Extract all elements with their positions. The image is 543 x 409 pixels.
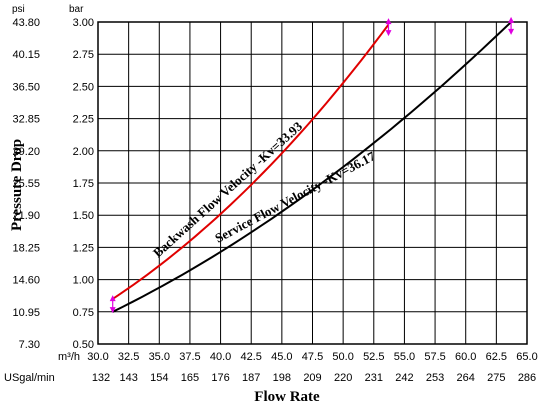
- y-tick-label-bar: 1.75: [73, 178, 94, 190]
- x-tick-label-secondary: 132: [92, 372, 110, 384]
- y-tick-label-psi: 10.95: [12, 307, 40, 319]
- x-tick-label-secondary: 143: [119, 372, 137, 384]
- x-tick-label-secondary: 264: [457, 372, 475, 384]
- x-tick-label-secondary: 231: [365, 372, 383, 384]
- y-tick-label-bar: 1.00: [73, 275, 94, 287]
- y-unit-right: bar: [69, 4, 84, 15]
- plot-frame: [97, 21, 528, 345]
- x-unit-secondary: USgal/min: [4, 372, 55, 384]
- curve-label-service: Service Flow Velocity -Kv=36.17: [212, 148, 378, 246]
- x-tick-label-primary: 50.0: [332, 351, 353, 363]
- x-tick-label-primary: 47.5: [302, 351, 323, 363]
- x-tick-label-primary: 32.5: [118, 351, 139, 363]
- tick-labels: 43.80 3.00 40.15 2.75 36.50 2.50 32.85 2.25 29.2…: [12, 17, 537, 384]
- curve-end-marker: [109, 295, 116, 314]
- y-tick-label-bar: 3.00: [73, 17, 94, 29]
- y-tick-label-bar: 2.50: [73, 81, 94, 93]
- grid: [97, 21, 528, 345]
- x-tick-label-primary: 45.0: [271, 351, 292, 363]
- y-tick-label-psi: 7.30: [19, 339, 40, 351]
- x-tick-label-secondary: 242: [395, 372, 413, 384]
- y-unit-left: psi: [12, 4, 25, 15]
- y-tick-label-bar: 0.50: [73, 339, 94, 351]
- x-tick-label-secondary: 220: [334, 372, 352, 384]
- y-tick-label-psi: 25.55: [12, 178, 40, 190]
- markers: [109, 16, 515, 314]
- x-tick-label-primary: 37.5: [179, 351, 200, 363]
- x-tick-label-primary: 65.0: [516, 351, 537, 363]
- x-tick-label-primary: 62.5: [486, 351, 507, 363]
- y-tick-label-bar: 1.50: [73, 210, 94, 222]
- y-tick-label-psi: 18.25: [12, 242, 40, 254]
- x-tick-label-secondary: 165: [181, 372, 199, 384]
- backwash-curve-line: [112, 24, 390, 300]
- y-tick-label-psi: 32.85: [12, 114, 40, 126]
- x-tick-label-secondary: 154: [150, 372, 168, 384]
- y-tick-label-bar: 1.25: [73, 242, 94, 254]
- curve-end-marker: [385, 18, 392, 37]
- y-tick-label-bar: 2.25: [73, 114, 94, 126]
- curve-end-marker: [508, 16, 515, 35]
- x-tick-label-primary: 60.0: [455, 351, 476, 363]
- y-tick-label-bar: 2.00: [73, 146, 94, 158]
- x-tick-label-secondary: 275: [487, 372, 505, 384]
- service-curve-line: [112, 21, 512, 313]
- x-tick-label-secondary: 209: [303, 372, 321, 384]
- x-tick-label-primary: 30.0: [87, 351, 108, 363]
- x-tick-label-secondary: 253: [426, 372, 444, 384]
- x-tick-label-primary: 57.5: [424, 351, 445, 363]
- x-tick-label-secondary: 286: [518, 372, 536, 384]
- x-tick-label-primary: 55.0: [394, 351, 415, 363]
- y-axis-title: Pressure Drop: [9, 139, 25, 231]
- x-tick-label-primary: 42.5: [241, 351, 262, 363]
- y-tick-label-psi: 36.50: [12, 81, 40, 93]
- x-tick-label-primary: 52.5: [363, 351, 384, 363]
- x-axis-title: Flow Rate: [254, 389, 320, 405]
- x-unit-primary: m³/h: [58, 351, 80, 363]
- y-tick-label-psi: 40.15: [12, 49, 40, 61]
- y-tick-label-psi: 29.20: [12, 146, 40, 158]
- x-tick-label-secondary: 198: [273, 372, 291, 384]
- y-tick-label-bar: 2.75: [73, 49, 94, 61]
- y-tick-label-bar: 0.75: [73, 307, 94, 319]
- x-tick-label-secondary: 187: [242, 372, 260, 384]
- x-tick-label-primary: 40.0: [210, 351, 231, 363]
- y-tick-label-psi: 14.60: [12, 275, 40, 287]
- y-tick-label-psi: 43.80: [12, 17, 40, 29]
- x-tick-label-primary: 35.0: [149, 351, 170, 363]
- x-tick-label-secondary: 176: [211, 372, 229, 384]
- y-tick-label-psi: 21.90: [12, 210, 40, 222]
- curves: [112, 21, 512, 313]
